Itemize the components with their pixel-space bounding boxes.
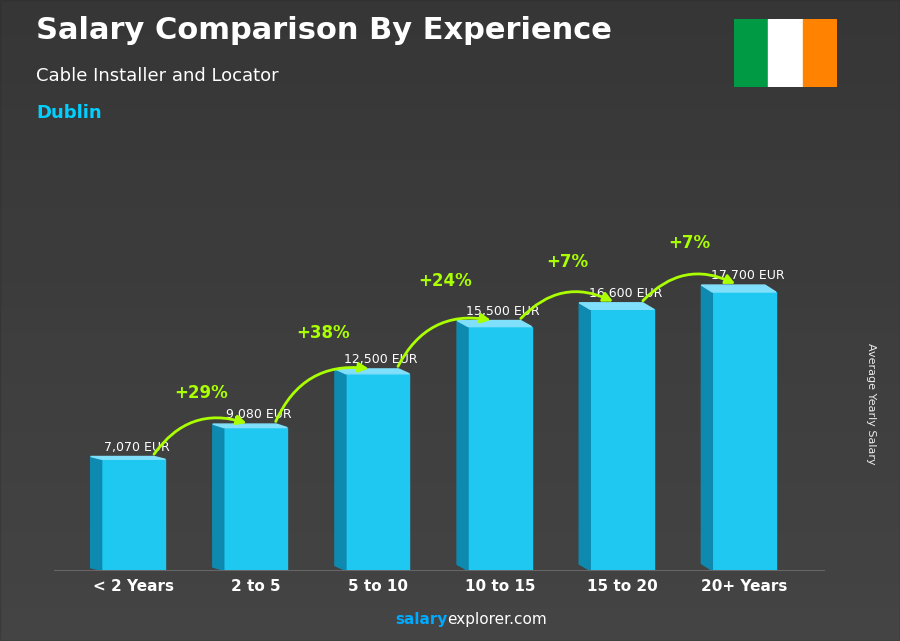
Polygon shape (212, 424, 287, 428)
Text: Dublin: Dublin (36, 104, 102, 122)
Text: salary: salary (395, 612, 447, 627)
Bar (713, 292, 776, 570)
Text: +29%: +29% (174, 384, 228, 402)
Bar (224, 428, 287, 570)
Polygon shape (335, 369, 346, 570)
Text: 9,080 EUR: 9,080 EUR (226, 408, 292, 421)
Text: 12,500 EUR: 12,500 EUR (344, 353, 418, 366)
Text: Salary Comparison By Experience: Salary Comparison By Experience (36, 16, 612, 45)
Polygon shape (212, 424, 224, 570)
Polygon shape (91, 456, 166, 459)
Bar (734, 19, 768, 87)
Text: +24%: +24% (418, 272, 472, 290)
Text: +7%: +7% (669, 234, 710, 252)
Text: +7%: +7% (546, 253, 589, 271)
Bar (468, 327, 532, 570)
Bar (803, 19, 837, 87)
Polygon shape (457, 320, 468, 570)
Text: 15,500 EUR: 15,500 EUR (466, 304, 540, 318)
Text: 7,070 EUR: 7,070 EUR (104, 441, 169, 454)
Polygon shape (335, 369, 410, 374)
Polygon shape (701, 285, 713, 570)
Polygon shape (580, 303, 653, 310)
Polygon shape (701, 285, 776, 292)
Bar (590, 310, 653, 570)
Polygon shape (457, 320, 532, 327)
Text: 17,700 EUR: 17,700 EUR (711, 269, 784, 282)
Text: +38%: +38% (296, 324, 350, 342)
Polygon shape (91, 456, 102, 570)
Text: Average Yearly Salary: Average Yearly Salary (866, 343, 877, 465)
Bar (768, 19, 803, 87)
Text: Cable Installer and Locator: Cable Installer and Locator (36, 67, 279, 85)
Bar (346, 374, 410, 570)
Polygon shape (580, 303, 590, 570)
Bar (102, 459, 166, 570)
Text: 16,600 EUR: 16,600 EUR (589, 287, 662, 300)
Text: explorer.com: explorer.com (447, 612, 547, 627)
